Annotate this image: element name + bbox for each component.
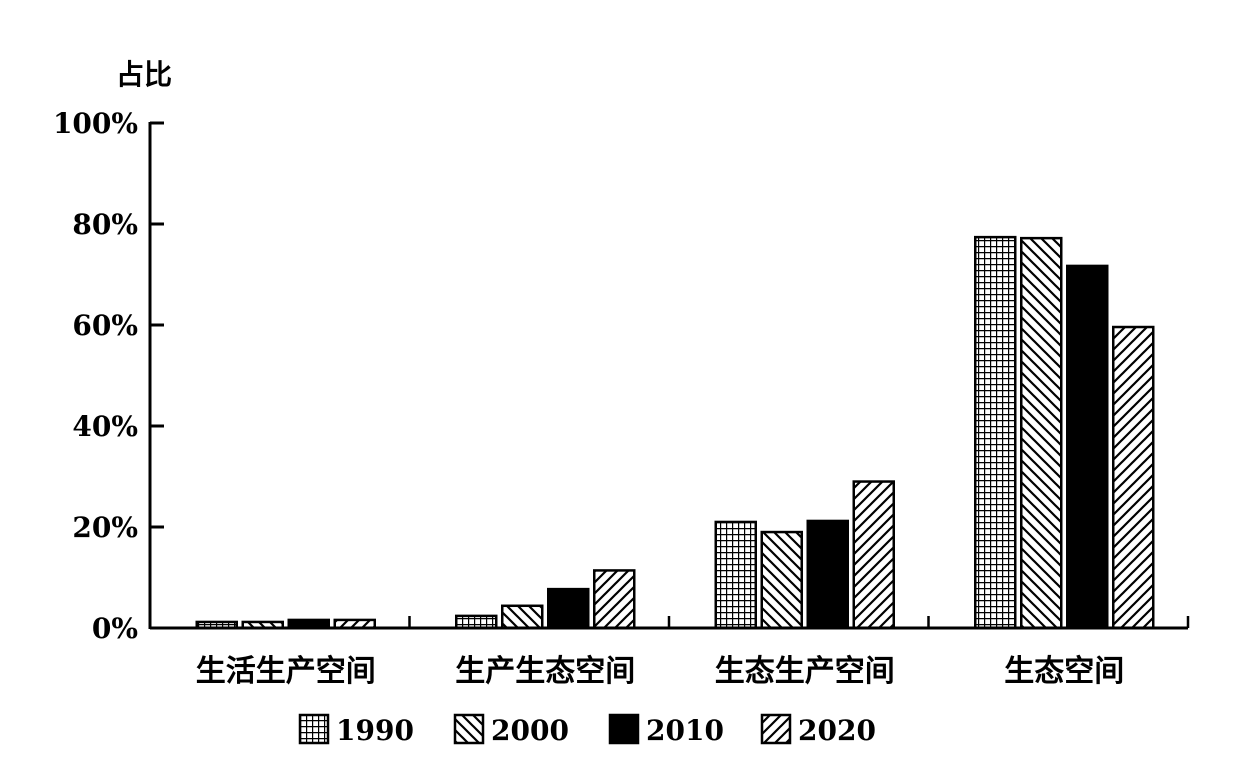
- y-tick-label: 80%: [72, 208, 138, 241]
- bar-1990-1: [455, 614, 498, 630]
- legend-swatch-2000: [453, 713, 485, 745]
- y-axis-title: 占比: [116, 58, 172, 91]
- bar-2010-1: [547, 587, 590, 630]
- bar-1990-2: [714, 520, 757, 630]
- legend-swatch-2020: [760, 713, 792, 745]
- legend-label-1990: 1990: [336, 714, 414, 747]
- legend-label-2020: 2020: [798, 714, 876, 747]
- y-tick-label: 100%: [53, 107, 138, 140]
- bar-2010-2: [806, 519, 849, 630]
- y-tick-label: 60%: [72, 309, 138, 342]
- category-label: 生产生态空间: [455, 654, 635, 689]
- category-label: 生态空间: [1004, 654, 1124, 689]
- bar-2010-3: [1066, 264, 1109, 630]
- axes-group: [148, 122, 1190, 630]
- y-tick-label: 20%: [72, 511, 138, 544]
- legend-swatch-2010: [608, 713, 640, 745]
- bar-2000-3: [1020, 236, 1063, 630]
- bar-2020-3: [1112, 325, 1155, 630]
- legend-swatch-1990: [298, 713, 330, 745]
- category-labels: 生活生产空间 生产生态空间 生态生产空间 生态空间: [196, 654, 1125, 689]
- bar-2000-2: [760, 530, 803, 630]
- category-label: 生态生产空间: [715, 654, 895, 689]
- bar-2000-1: [501, 604, 544, 630]
- legend: 1990 2000 2010 2020: [298, 713, 876, 747]
- category-label: 生活生产空间: [196, 654, 376, 689]
- y-tick-label: 40%: [72, 410, 138, 443]
- bars-group: [195, 235, 1155, 630]
- bar-2020-2: [852, 480, 895, 630]
- legend-label-2010: 2010: [646, 714, 724, 747]
- legend-label-2000: 2000: [491, 714, 569, 747]
- bar-1990-3: [974, 235, 1017, 630]
- y-tick-label: 0%: [92, 612, 138, 645]
- bar-2020-1: [593, 569, 636, 630]
- y-axis-ticks: 0% 20% 40% 60% 80% 100%: [53, 107, 164, 645]
